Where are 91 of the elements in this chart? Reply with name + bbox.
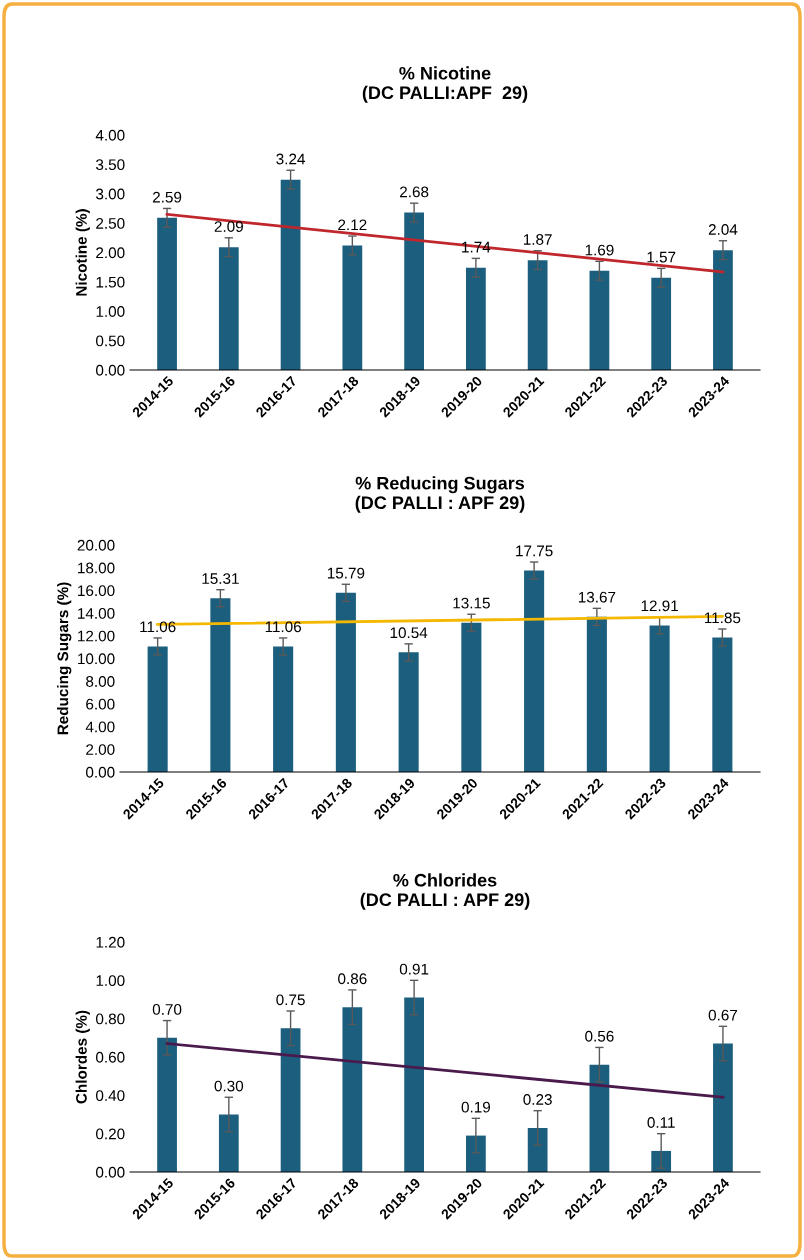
y-tick-label: 0.50 [96, 335, 125, 347]
chart-title: % Reducing Sugars (DC PALLI : APF 29) [355, 476, 525, 513]
y-tick-label: 3.00 [95, 188, 125, 200]
bar [342, 1007, 363, 1172]
y-tick-label: 0.20 [96, 1128, 125, 1140]
y-tick-label: 0.60 [96, 1051, 125, 1063]
bar [589, 1064, 610, 1172]
data-label: 1.57 [647, 251, 676, 263]
y-tick-label: 8.00 [86, 676, 115, 687]
bar [280, 179, 301, 370]
y-axis-title: Reducing Sugars (%) [57, 582, 72, 735]
data-label: 2.12 [338, 219, 367, 231]
chart-title: % Chlorides (DC PALLI : APF 29) [360, 873, 530, 910]
y-tick-label: 0.00 [86, 766, 115, 778]
data-label: 1.87 [523, 234, 552, 245]
data-label: 0.19 [461, 1101, 491, 1113]
bar [404, 212, 424, 370]
bar [466, 1135, 486, 1172]
y-tick-label: 6.00 [86, 698, 115, 710]
data-label: 2.59 [152, 191, 182, 203]
data-label: 15.79 [327, 567, 365, 579]
data-label: 0.91 [399, 963, 429, 975]
bar [218, 247, 239, 370]
data-label: 2.04 [708, 224, 738, 235]
y-tick-label: 1.00 [96, 975, 125, 987]
data-label: 0.11 [647, 1117, 675, 1128]
bar [527, 260, 548, 370]
bar [210, 598, 231, 772]
y-tick-label: 2.00 [86, 744, 115, 755]
chart-title: % Nicotine (DC PALLI:APF 29) [362, 66, 528, 103]
data-label: 0.67 [708, 1009, 738, 1021]
data-label: 15.31 [202, 573, 239, 584]
data-label: 2.68 [400, 186, 429, 198]
bar [147, 646, 168, 772]
data-label: 0.86 [338, 973, 367, 985]
bar [713, 250, 733, 370]
data-label: 1.69 [585, 244, 614, 256]
bar [157, 217, 177, 370]
data-label: 13.15 [453, 597, 490, 609]
y-tick-label: 2.50 [96, 217, 125, 229]
bar [589, 270, 610, 370]
bar [157, 1037, 177, 1172]
bar [651, 277, 672, 370]
bar [398, 652, 419, 772]
y-axis-title: Chlordes (%) [75, 1010, 90, 1104]
y-tick-label: 0.80 [96, 1013, 125, 1025]
y-tick-label: 16.00 [78, 585, 115, 597]
data-label: 17.75 [516, 545, 553, 557]
bar [342, 245, 363, 370]
y-tick-label: 0.00 [96, 1166, 125, 1178]
data-label: 13.67 [578, 591, 616, 603]
data-label: 0.23 [523, 1094, 552, 1105]
data-label: 11.06 [265, 621, 302, 633]
y-tick-label: 4.00 [95, 129, 125, 141]
y-tick-label: 1.50 [96, 276, 125, 288]
bar [273, 646, 294, 772]
bar [335, 592, 356, 772]
y-tick-label: 18.00 [78, 562, 115, 574]
y-tick-label: 12.00 [78, 630, 115, 642]
y-tick-label: 14.00 [78, 607, 115, 619]
bar [404, 997, 424, 1172]
y-tick-label: 1.20 [96, 936, 125, 948]
y-tick-label: 2.00 [96, 247, 125, 259]
y-tick-label: 20.00 [77, 539, 115, 551]
data-label: 0.56 [585, 1030, 614, 1042]
data-label: 11.06 [140, 621, 176, 633]
bar [712, 637, 733, 772]
y-tick-label: 0.00 [96, 364, 125, 376]
data-label: 11.85 [704, 612, 741, 624]
bar [461, 622, 482, 772]
bar [280, 1028, 301, 1172]
data-label: 2.09 [214, 221, 243, 232]
y-tick-label: 3.50 [95, 159, 125, 171]
data-label: 3.24 [276, 153, 306, 165]
y-tick-label: 1.00 [96, 306, 125, 317]
data-label: 0.70 [152, 1003, 182, 1015]
bar [649, 625, 670, 772]
bar [218, 1114, 239, 1172]
bar [466, 267, 486, 370]
data-label: 12.91 [641, 600, 678, 612]
bar [713, 1043, 733, 1172]
bar [524, 570, 545, 772]
y-axis-title: Nicotine (%) [75, 209, 90, 296]
y-tick-label: 0.40 [96, 1090, 125, 1102]
data-label: 0.30 [214, 1080, 244, 1092]
data-label: 1.74 [462, 241, 491, 253]
data-label: 10.54 [390, 627, 428, 639]
bar [527, 1127, 548, 1172]
y-tick-label: 10.00 [78, 653, 115, 665]
data-label: 0.75 [276, 994, 305, 1006]
y-tick-label: 4.00 [85, 721, 115, 733]
